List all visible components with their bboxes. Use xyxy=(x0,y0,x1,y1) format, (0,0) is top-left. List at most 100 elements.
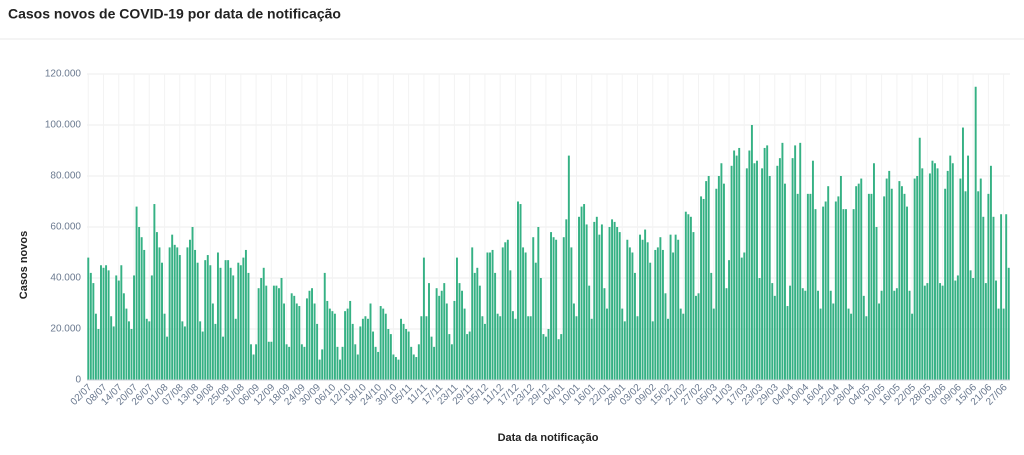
bar xyxy=(626,239,629,380)
bar xyxy=(242,257,245,380)
bar xyxy=(290,293,293,380)
bar xyxy=(150,275,153,380)
bar xyxy=(382,308,385,380)
bar xyxy=(956,275,959,380)
bar xyxy=(804,290,807,380)
bar xyxy=(715,188,718,380)
bar xyxy=(255,344,258,380)
bar xyxy=(481,316,484,380)
bar xyxy=(725,288,728,380)
bar xyxy=(155,232,158,380)
bar xyxy=(517,201,519,380)
bar xyxy=(222,336,225,380)
bar xyxy=(199,321,202,380)
bar xyxy=(196,262,199,380)
bar xyxy=(682,313,685,380)
bar xyxy=(237,262,240,380)
bar xyxy=(664,293,667,380)
bar xyxy=(738,147,741,380)
bar xyxy=(229,267,232,380)
bar xyxy=(705,181,708,380)
bar xyxy=(265,285,268,380)
bar xyxy=(875,227,878,380)
bar xyxy=(954,280,957,380)
bar xyxy=(344,311,347,380)
bar xyxy=(845,209,847,380)
bar xyxy=(763,147,766,380)
chart-title: Casos novos de COVID-19 por data de noti… xyxy=(8,6,341,22)
bar xyxy=(359,326,362,380)
bar xyxy=(641,239,644,380)
bar xyxy=(600,224,603,380)
bar xyxy=(972,278,975,380)
bar xyxy=(806,193,809,380)
bar xyxy=(974,86,977,380)
bar xyxy=(476,267,479,380)
bar xyxy=(435,288,438,380)
bar xyxy=(379,306,382,380)
bar xyxy=(967,155,970,380)
bar xyxy=(672,252,675,380)
bar xyxy=(733,150,736,380)
bar xyxy=(890,188,893,380)
bar xyxy=(606,308,608,380)
bar xyxy=(720,163,723,380)
bar xyxy=(539,278,542,380)
bar xyxy=(300,344,303,380)
bar xyxy=(369,303,372,380)
bar xyxy=(361,318,364,380)
bar xyxy=(995,280,997,380)
bar xyxy=(463,308,466,380)
bar xyxy=(768,176,771,380)
bar xyxy=(979,178,982,380)
bar xyxy=(949,155,952,380)
bar xyxy=(341,346,344,380)
bar xyxy=(89,272,92,380)
bar xyxy=(178,255,181,380)
bar xyxy=(102,267,105,380)
bar xyxy=(837,196,840,380)
bar xyxy=(661,249,664,380)
bar xyxy=(458,283,461,380)
bar xyxy=(811,160,814,380)
bar xyxy=(252,354,255,380)
bar xyxy=(748,150,751,380)
bar xyxy=(181,321,184,380)
bar xyxy=(692,232,695,380)
bar xyxy=(822,206,825,380)
bar xyxy=(466,334,469,380)
bar xyxy=(878,303,881,380)
bar xyxy=(834,201,837,380)
bar xyxy=(351,323,354,380)
bar xyxy=(506,239,509,380)
bar xyxy=(232,275,235,380)
bar xyxy=(598,234,601,380)
bar xyxy=(852,209,855,380)
bar xyxy=(501,247,504,380)
bar xyxy=(496,313,499,380)
bar xyxy=(473,272,476,380)
bar xyxy=(305,298,308,380)
bar xyxy=(394,357,397,380)
bar xyxy=(555,239,558,380)
y-axis-title: Casos novos xyxy=(18,231,30,299)
bar xyxy=(776,165,779,380)
bar xyxy=(321,349,324,380)
bar xyxy=(623,321,626,380)
bar xyxy=(392,354,395,380)
bar xyxy=(191,227,194,380)
bar xyxy=(349,300,352,380)
bar xyxy=(786,306,789,380)
bar xyxy=(420,316,423,380)
bar xyxy=(328,308,331,380)
bar xyxy=(771,283,774,380)
bar xyxy=(860,178,863,380)
bar xyxy=(700,196,703,380)
bar xyxy=(608,227,611,380)
bar xyxy=(542,334,545,380)
bar xyxy=(959,178,962,380)
bar xyxy=(275,285,278,380)
bar xyxy=(428,283,430,380)
bar xyxy=(674,234,677,380)
bar xyxy=(1000,214,1003,380)
